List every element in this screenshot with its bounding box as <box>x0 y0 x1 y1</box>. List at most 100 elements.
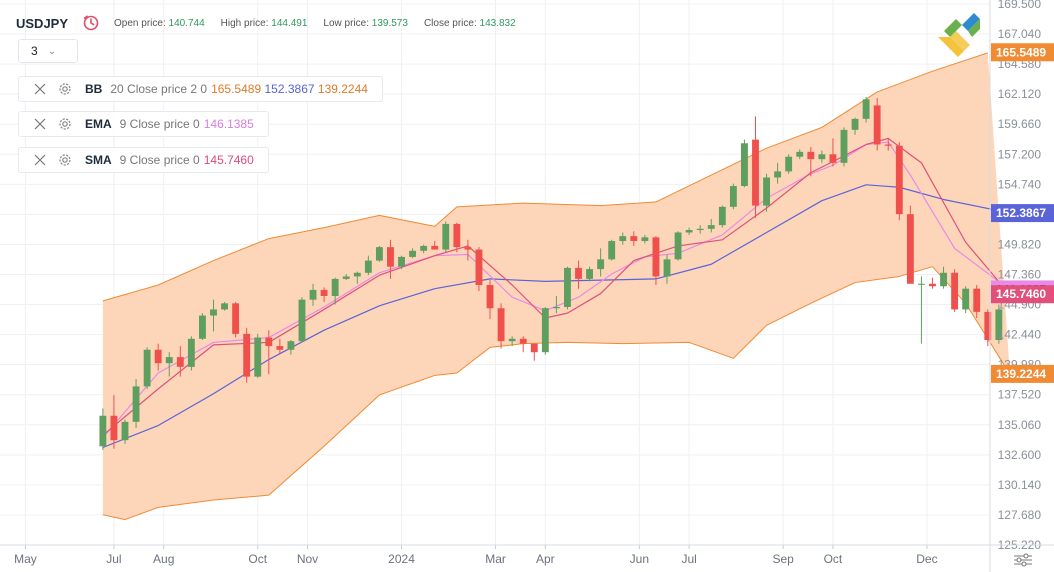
bb-lower-value: 139.2244 <box>317 82 368 96</box>
price-tag-label: 139.2244 <box>996 367 1046 381</box>
y-tick-label: 130.140 <box>998 478 1042 492</box>
close-icon[interactable] <box>33 117 47 131</box>
symbol-name[interactable]: USDJPY <box>16 15 69 31</box>
candle-body <box>387 247 394 267</box>
candle-body <box>707 225 715 229</box>
x-tick-label: Oct <box>824 552 843 566</box>
candle-body <box>541 308 549 353</box>
x-tick-label: Apr <box>536 552 555 566</box>
candle-body <box>895 145 903 215</box>
gear-icon[interactable] <box>57 152 73 168</box>
close-icon[interactable] <box>33 82 47 96</box>
x-tick-label: Nov <box>297 552 318 566</box>
price-tag <box>991 204 1054 223</box>
y-tick-label: 127.680 <box>998 508 1042 522</box>
close-icon[interactable] <box>33 153 47 167</box>
candle-body <box>431 245 439 250</box>
candle-body <box>320 289 328 297</box>
candle-body <box>475 249 483 286</box>
candle-body <box>342 276 350 279</box>
indicator-params: 9 Close price 0 <box>119 153 200 167</box>
candle-body <box>564 267 571 307</box>
bb-upper-line <box>102 52 988 302</box>
price-tag-label: 145.7460 <box>996 287 1046 301</box>
candle-body <box>586 269 594 279</box>
candle-body <box>741 143 748 187</box>
price-tag <box>991 43 1054 62</box>
candle-body <box>597 259 605 270</box>
ema-value: 146.1385 <box>203 117 254 131</box>
candle-body <box>906 214 914 284</box>
candle-body <box>486 285 494 309</box>
price-tag <box>991 285 1054 304</box>
candle-body <box>608 241 616 260</box>
candle-body <box>298 299 306 342</box>
candle-body <box>752 139 759 206</box>
low-price: Low price: 139.573 <box>323 17 408 29</box>
timeframe-select[interactable]: 3 ⌄ <box>18 39 78 63</box>
candle-body <box>221 303 228 310</box>
y-tick-label: 147.360 <box>998 268 1042 282</box>
indicator-bb: BB 20 Close price 2 0 165.5489 152.3867 … <box>18 76 383 102</box>
clock-icon[interactable] <box>82 14 100 32</box>
candle-body <box>497 308 505 342</box>
candle-body <box>630 236 638 242</box>
candle-body <box>154 349 162 364</box>
y-tick-label: 142.440 <box>998 328 1042 342</box>
candle-body <box>409 250 417 257</box>
candle-body <box>718 206 726 226</box>
candle-body <box>729 186 737 207</box>
candle-body <box>398 256 405 267</box>
candle-body <box>696 228 704 231</box>
candle-body <box>453 223 461 248</box>
chart-settings-icon[interactable] <box>1012 552 1034 568</box>
bb-upper-value: 165.5489 <box>211 82 262 96</box>
chart-header: USDJPY Open price: 140.744 High price: 1… <box>16 13 532 33</box>
candle-body <box>276 346 284 350</box>
candle-body <box>519 338 527 344</box>
candle-body <box>464 247 472 250</box>
indicator-ema: EMA 9 Close price 0 146.1385 <box>18 111 269 137</box>
y-tick-label: 149.820 <box>998 237 1042 251</box>
high-price: High price: 144.491 <box>220 17 308 29</box>
candle-body <box>774 171 782 178</box>
y-tick-label: 169.500 <box>998 0 1042 11</box>
indicator-params: 20 Close price 2 0 <box>110 82 208 96</box>
candle-body <box>243 333 251 377</box>
candle-body <box>973 288 981 312</box>
candle-body <box>364 260 372 273</box>
candle-body <box>420 245 428 251</box>
y-tick-label: 132.600 <box>998 448 1042 462</box>
candle-body <box>685 230 693 233</box>
y-tick-label: 137.520 <box>998 388 1042 402</box>
ema-line <box>102 141 1011 439</box>
candle-body <box>442 223 450 250</box>
x-tick-label: 2024 <box>388 552 415 566</box>
candle-body <box>575 267 582 279</box>
candle-body <box>962 288 970 310</box>
candle-body <box>619 236 627 242</box>
candle-body <box>187 338 195 367</box>
candle-body <box>375 247 383 261</box>
indicator-name: BB <box>85 82 103 96</box>
x-tick-label: Jun <box>630 552 649 566</box>
candle-body <box>353 272 361 277</box>
sma-value: 145.7460 <box>203 153 254 167</box>
candle-body <box>829 154 837 163</box>
price-tag-label: 152.3867 <box>996 206 1046 220</box>
gear-icon[interactable] <box>57 81 73 97</box>
candle-body <box>940 272 947 287</box>
candle-body <box>198 315 206 339</box>
candle-body <box>984 311 992 340</box>
candle-body <box>143 349 151 387</box>
x-tick-label: Oct <box>248 552 267 566</box>
candle-body <box>807 151 815 160</box>
candle-body <box>840 129 848 163</box>
candle-body <box>165 357 173 364</box>
gear-icon[interactable] <box>57 116 73 132</box>
candle-body <box>508 338 516 342</box>
x-tick-label: Sep <box>772 552 794 566</box>
candle-body <box>552 306 560 309</box>
close-price: Close price: 143.832 <box>423 17 516 29</box>
